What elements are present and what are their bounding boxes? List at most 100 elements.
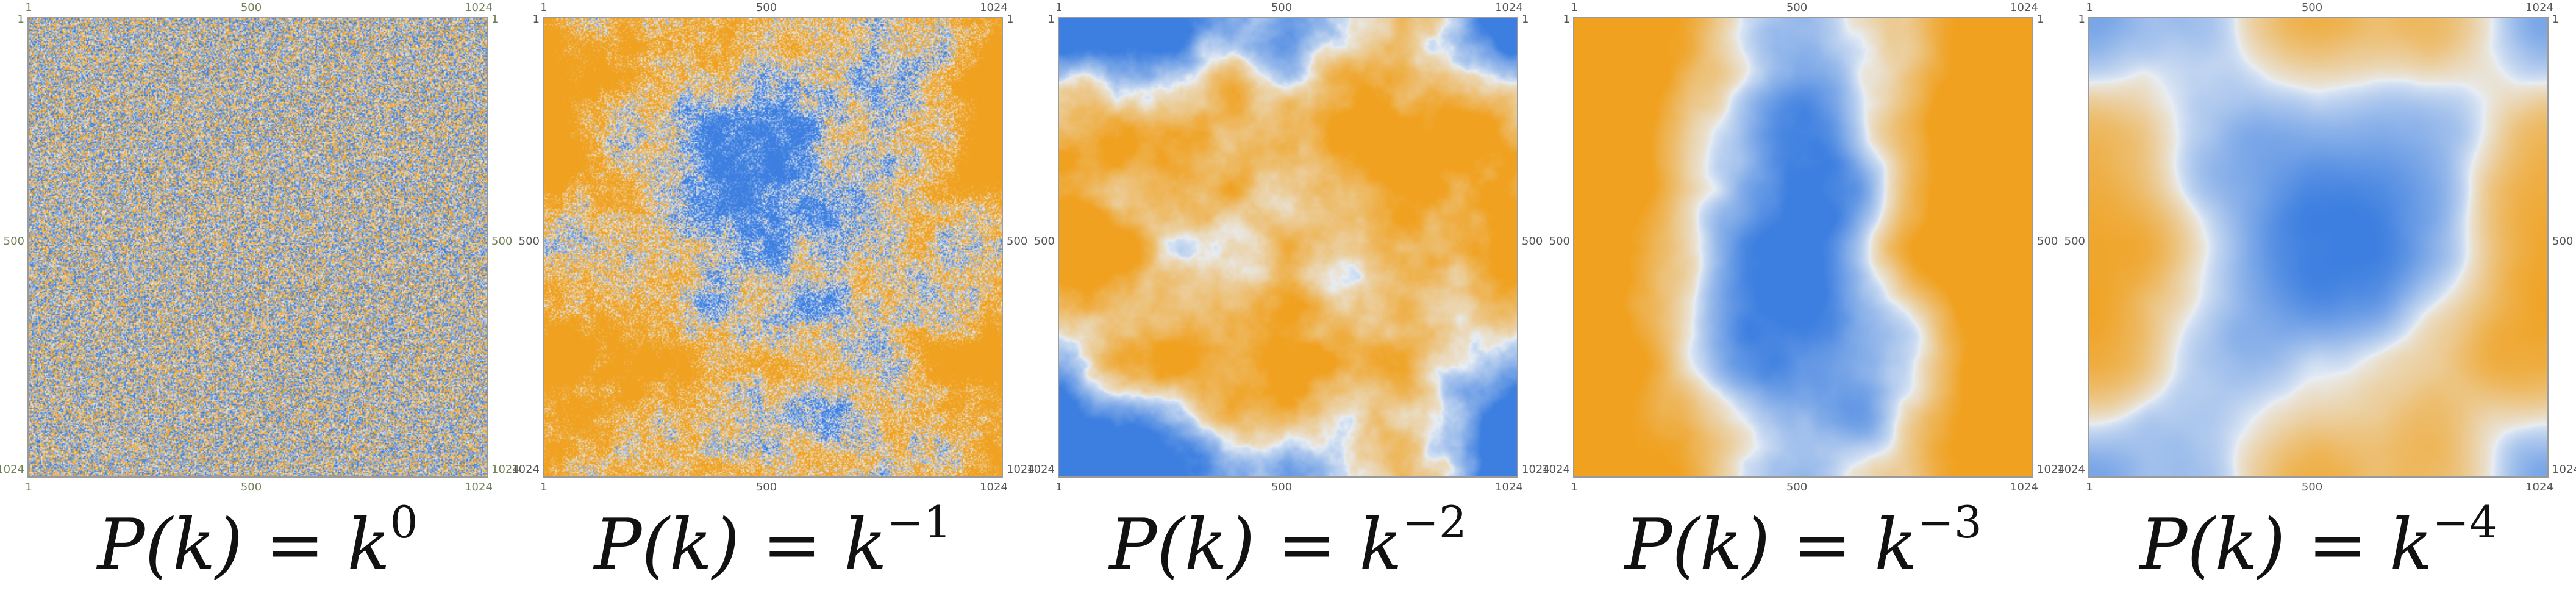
- noise-field-frame: [1573, 17, 2033, 478]
- x-tick-bottom-500: 500: [2301, 481, 2323, 494]
- power-spectrum-caption: P(k) = k−3: [1546, 500, 2061, 581]
- panel-k-4: 1 500 1024 1 500 1024 1 500 1024 1 500 1…: [2057, 0, 2576, 596]
- caption-base: k: [347, 504, 390, 586]
- x-tick-top-1: 1: [1571, 1, 1578, 14]
- x-tick-bottom-1024: 1024: [465, 481, 493, 494]
- caption-equals: =: [265, 504, 325, 586]
- x-tick-top-500: 500: [240, 1, 262, 14]
- y-tick-left-1024: 1024: [2057, 463, 2085, 476]
- power-spectrum-caption: P(k) = k−2: [1030, 500, 1546, 581]
- noise-field-frame: [543, 17, 1003, 478]
- caption-base: k: [844, 504, 887, 586]
- y-tick-right-1024: 1024: [1007, 463, 1035, 476]
- caption-lhs: P(k): [97, 504, 243, 586]
- y-tick-right-1: 1: [2037, 13, 2044, 26]
- y-tick-right-500: 500: [2037, 235, 2058, 248]
- y-tick-right-1: 1: [491, 13, 499, 26]
- noise-field-image: [1059, 18, 1517, 476]
- x-tick-top-1024: 1024: [1495, 1, 1523, 14]
- x-tick-bottom-500: 500: [755, 481, 777, 494]
- x-tick-top-1024: 1024: [465, 1, 493, 14]
- x-tick-bottom-1024: 1024: [2525, 481, 2553, 494]
- x-tick-top-1024: 1024: [2525, 1, 2553, 14]
- noise-field-image: [29, 18, 487, 476]
- y-tick-right-1: 1: [1522, 13, 1529, 26]
- y-tick-right-1: 1: [1007, 13, 1014, 26]
- y-tick-left-1024: 1024: [0, 463, 24, 476]
- power-spectrum-caption: P(k) = k−4: [2061, 500, 2576, 581]
- power-spectrum-caption: P(k) = k0: [0, 500, 515, 581]
- caption-equals: =: [1793, 504, 1852, 586]
- caption-equals: =: [762, 504, 822, 586]
- noise-field-frame: [27, 17, 488, 478]
- caption-exponent: −3: [1917, 497, 1982, 548]
- caption-equals: =: [2308, 504, 2367, 586]
- x-tick-bottom-1: 1: [1571, 481, 1578, 494]
- x-tick-bottom-500: 500: [1271, 481, 1293, 494]
- x-tick-top-1: 1: [540, 1, 548, 14]
- x-tick-top-500: 500: [755, 1, 777, 14]
- y-tick-left-1: 1: [1047, 13, 1055, 26]
- y-tick-left-1: 1: [2078, 13, 2085, 26]
- x-tick-top-500: 500: [1271, 1, 1293, 14]
- x-tick-top-500: 500: [2301, 1, 2323, 14]
- noise-field-image: [544, 18, 1002, 476]
- x-tick-bottom-1: 1: [2086, 481, 2093, 494]
- y-tick-left-500: 500: [1549, 235, 1570, 248]
- panel-k0: 1 500 1024 1 500 1024 1 500 1024 1 500 1…: [0, 0, 519, 596]
- caption-lhs: P(k): [1624, 504, 1771, 586]
- y-tick-left-500: 500: [1033, 235, 1055, 248]
- x-tick-top-1: 1: [25, 1, 32, 14]
- caption-exponent: −4: [2432, 497, 2497, 548]
- caption-base: k: [2389, 504, 2433, 586]
- x-tick-bottom-1: 1: [1055, 481, 1063, 494]
- caption-base: k: [1359, 504, 1402, 586]
- caption-base: k: [1874, 504, 1918, 586]
- y-tick-right-1024: 1024: [491, 463, 519, 476]
- y-tick-left-1: 1: [1563, 13, 1570, 26]
- y-tick-left-1024: 1024: [512, 463, 540, 476]
- y-tick-left-1: 1: [532, 13, 540, 26]
- x-tick-top-1: 1: [2086, 1, 2093, 14]
- panel-k-1: 1 500 1024 1 500 1024 1 500 1024 1 500 1…: [512, 0, 1035, 596]
- panel-k-3: 1 500 1024 1 500 1024 1 500 1024 1 500 1…: [1542, 0, 2065, 596]
- x-tick-top-1024: 1024: [2010, 1, 2038, 14]
- y-tick-right-500: 500: [2552, 235, 2574, 248]
- y-tick-right-1024: 1024: [1522, 463, 1550, 476]
- y-tick-left-500: 500: [518, 235, 540, 248]
- y-tick-right-1024: 1024: [2037, 463, 2065, 476]
- x-tick-bottom-1024: 1024: [2010, 481, 2038, 494]
- noise-field-image: [2089, 18, 2547, 476]
- y-tick-left-500: 500: [3, 235, 24, 248]
- caption-exponent: 0: [390, 497, 418, 548]
- panel-k-2: 1 500 1024 1 500 1024 1 500 1024 1 500 1…: [1027, 0, 1550, 596]
- noise-field-frame: [2088, 17, 2549, 478]
- y-tick-right-1: 1: [2552, 13, 2560, 26]
- caption-lhs: P(k): [1109, 504, 1255, 586]
- caption-exponent: −2: [1402, 497, 1467, 548]
- y-tick-right-500: 500: [1007, 235, 1028, 248]
- caption-equals: =: [1277, 504, 1337, 586]
- x-tick-bottom-1: 1: [540, 481, 548, 494]
- x-tick-top-500: 500: [1786, 1, 1808, 14]
- y-tick-right-1024: 1024: [2552, 463, 2576, 476]
- x-tick-bottom-1: 1: [25, 481, 32, 494]
- noise-field-image: [1574, 18, 2032, 476]
- y-tick-left-1024: 1024: [1027, 463, 1055, 476]
- caption-lhs: P(k): [594, 504, 740, 586]
- x-tick-bottom-1024: 1024: [1495, 481, 1523, 494]
- noise-field-frame: [1058, 17, 1518, 478]
- y-tick-right-500: 500: [491, 235, 513, 248]
- x-tick-bottom-500: 500: [240, 481, 262, 494]
- x-tick-bottom-1024: 1024: [980, 481, 1008, 494]
- y-tick-left-500: 500: [2064, 235, 2085, 248]
- x-tick-bottom-500: 500: [1786, 481, 1808, 494]
- power-spectrum-caption: P(k) = k−1: [515, 500, 1030, 581]
- y-tick-left-1: 1: [17, 13, 24, 26]
- caption-exponent: −1: [887, 497, 952, 548]
- x-tick-top-1: 1: [1055, 1, 1063, 14]
- x-tick-top-1024: 1024: [980, 1, 1008, 14]
- caption-lhs: P(k): [2139, 504, 2286, 586]
- y-tick-right-500: 500: [1522, 235, 1543, 248]
- y-tick-left-1024: 1024: [1542, 463, 1570, 476]
